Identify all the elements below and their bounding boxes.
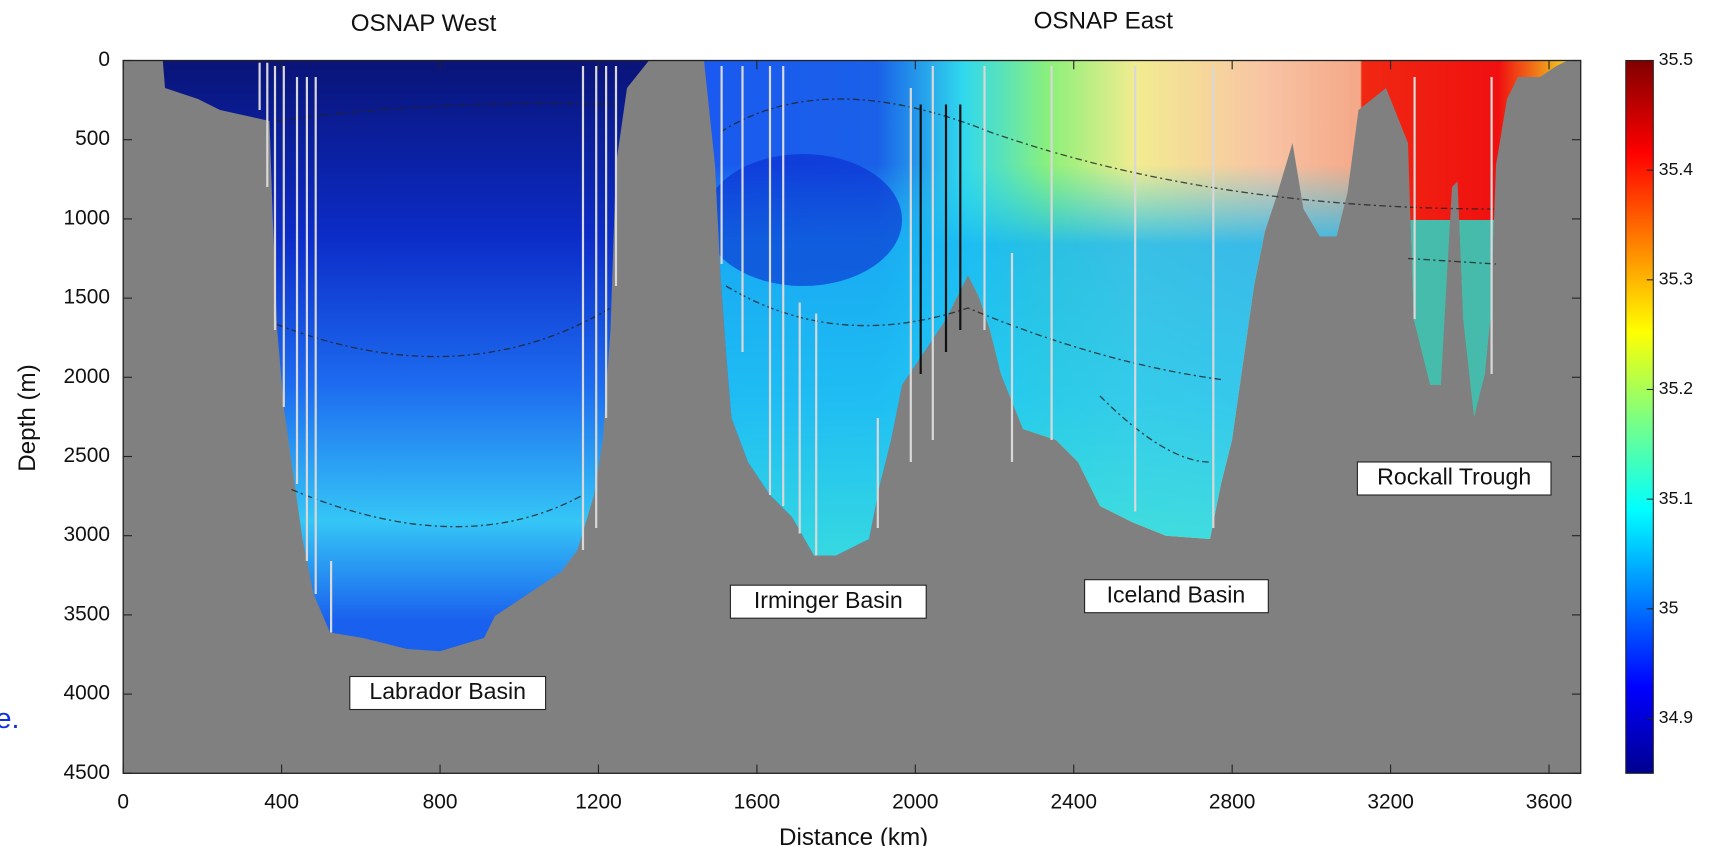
colorbar-tick-label: 35.4 (1659, 159, 1693, 179)
isopycnals (274, 98, 1497, 528)
section-title: OSNAP East (1034, 8, 1174, 35)
x-tick-label: 2000 (892, 791, 938, 814)
annotation-box (729, 584, 927, 619)
y-tick-label: 500 (75, 127, 110, 150)
x-tick-label: 2800 (1209, 791, 1255, 814)
plot-frame (122, 59, 1582, 774)
figure: OSNAP West OSNAP East Distance (km) Dept… (0, 8, 1693, 846)
y-tick-label: 3000 (64, 523, 110, 546)
y-tick-label: 1000 (64, 206, 110, 229)
annotation: Iceland Basin (1107, 581, 1246, 607)
colorbar-tick-label: 34.9 (1659, 707, 1693, 727)
y-tick-label: 2000 (64, 365, 110, 388)
annotation-box (1356, 461, 1552, 496)
y-tick-label: 4500 (64, 761, 110, 784)
x-tick-label: 0 (117, 791, 129, 814)
colorbar-tick-label: 35.1 (1659, 488, 1693, 508)
y-tick-label: 3500 (64, 602, 110, 625)
annotation-box (349, 675, 547, 711)
y-tick-label: 2500 (64, 444, 110, 467)
colorbar-tick-label: 35.3 (1659, 268, 1693, 288)
annotation: Irminger Basin (754, 587, 903, 613)
x-tick-label: 3200 (1367, 791, 1413, 814)
x-tick-label: 2400 (1051, 791, 1097, 814)
x-tick-label: 400 (264, 791, 299, 814)
x-tick-label: 800 (423, 791, 458, 814)
cropped-text: e. (0, 703, 19, 735)
y-tick-label: 1500 (64, 286, 110, 309)
y-tick-label: 4000 (64, 682, 110, 705)
y-tick-label: 0 (98, 48, 110, 71)
annotation: Labrador Basin (369, 678, 526, 704)
x-axis-label: Distance (km) (779, 824, 928, 846)
annotation: Rockall Trough (1377, 464, 1531, 490)
y-axis-label: Depth (m) (14, 364, 41, 472)
section-title: OSNAP West (351, 10, 497, 37)
x-tick-label: 1200 (575, 791, 621, 814)
colorbar (1625, 59, 1654, 774)
x-tick-label: 3600 (1526, 791, 1572, 814)
colorbar-tick-label: 35 (1659, 597, 1679, 617)
colorbar-tick-label: 35.2 (1659, 378, 1693, 398)
moorings (258, 62, 1493, 633)
colorbar-tick-label: 35.5 (1659, 49, 1693, 69)
x-tick-label: 1600 (734, 791, 780, 814)
annotation-box (1084, 579, 1269, 614)
